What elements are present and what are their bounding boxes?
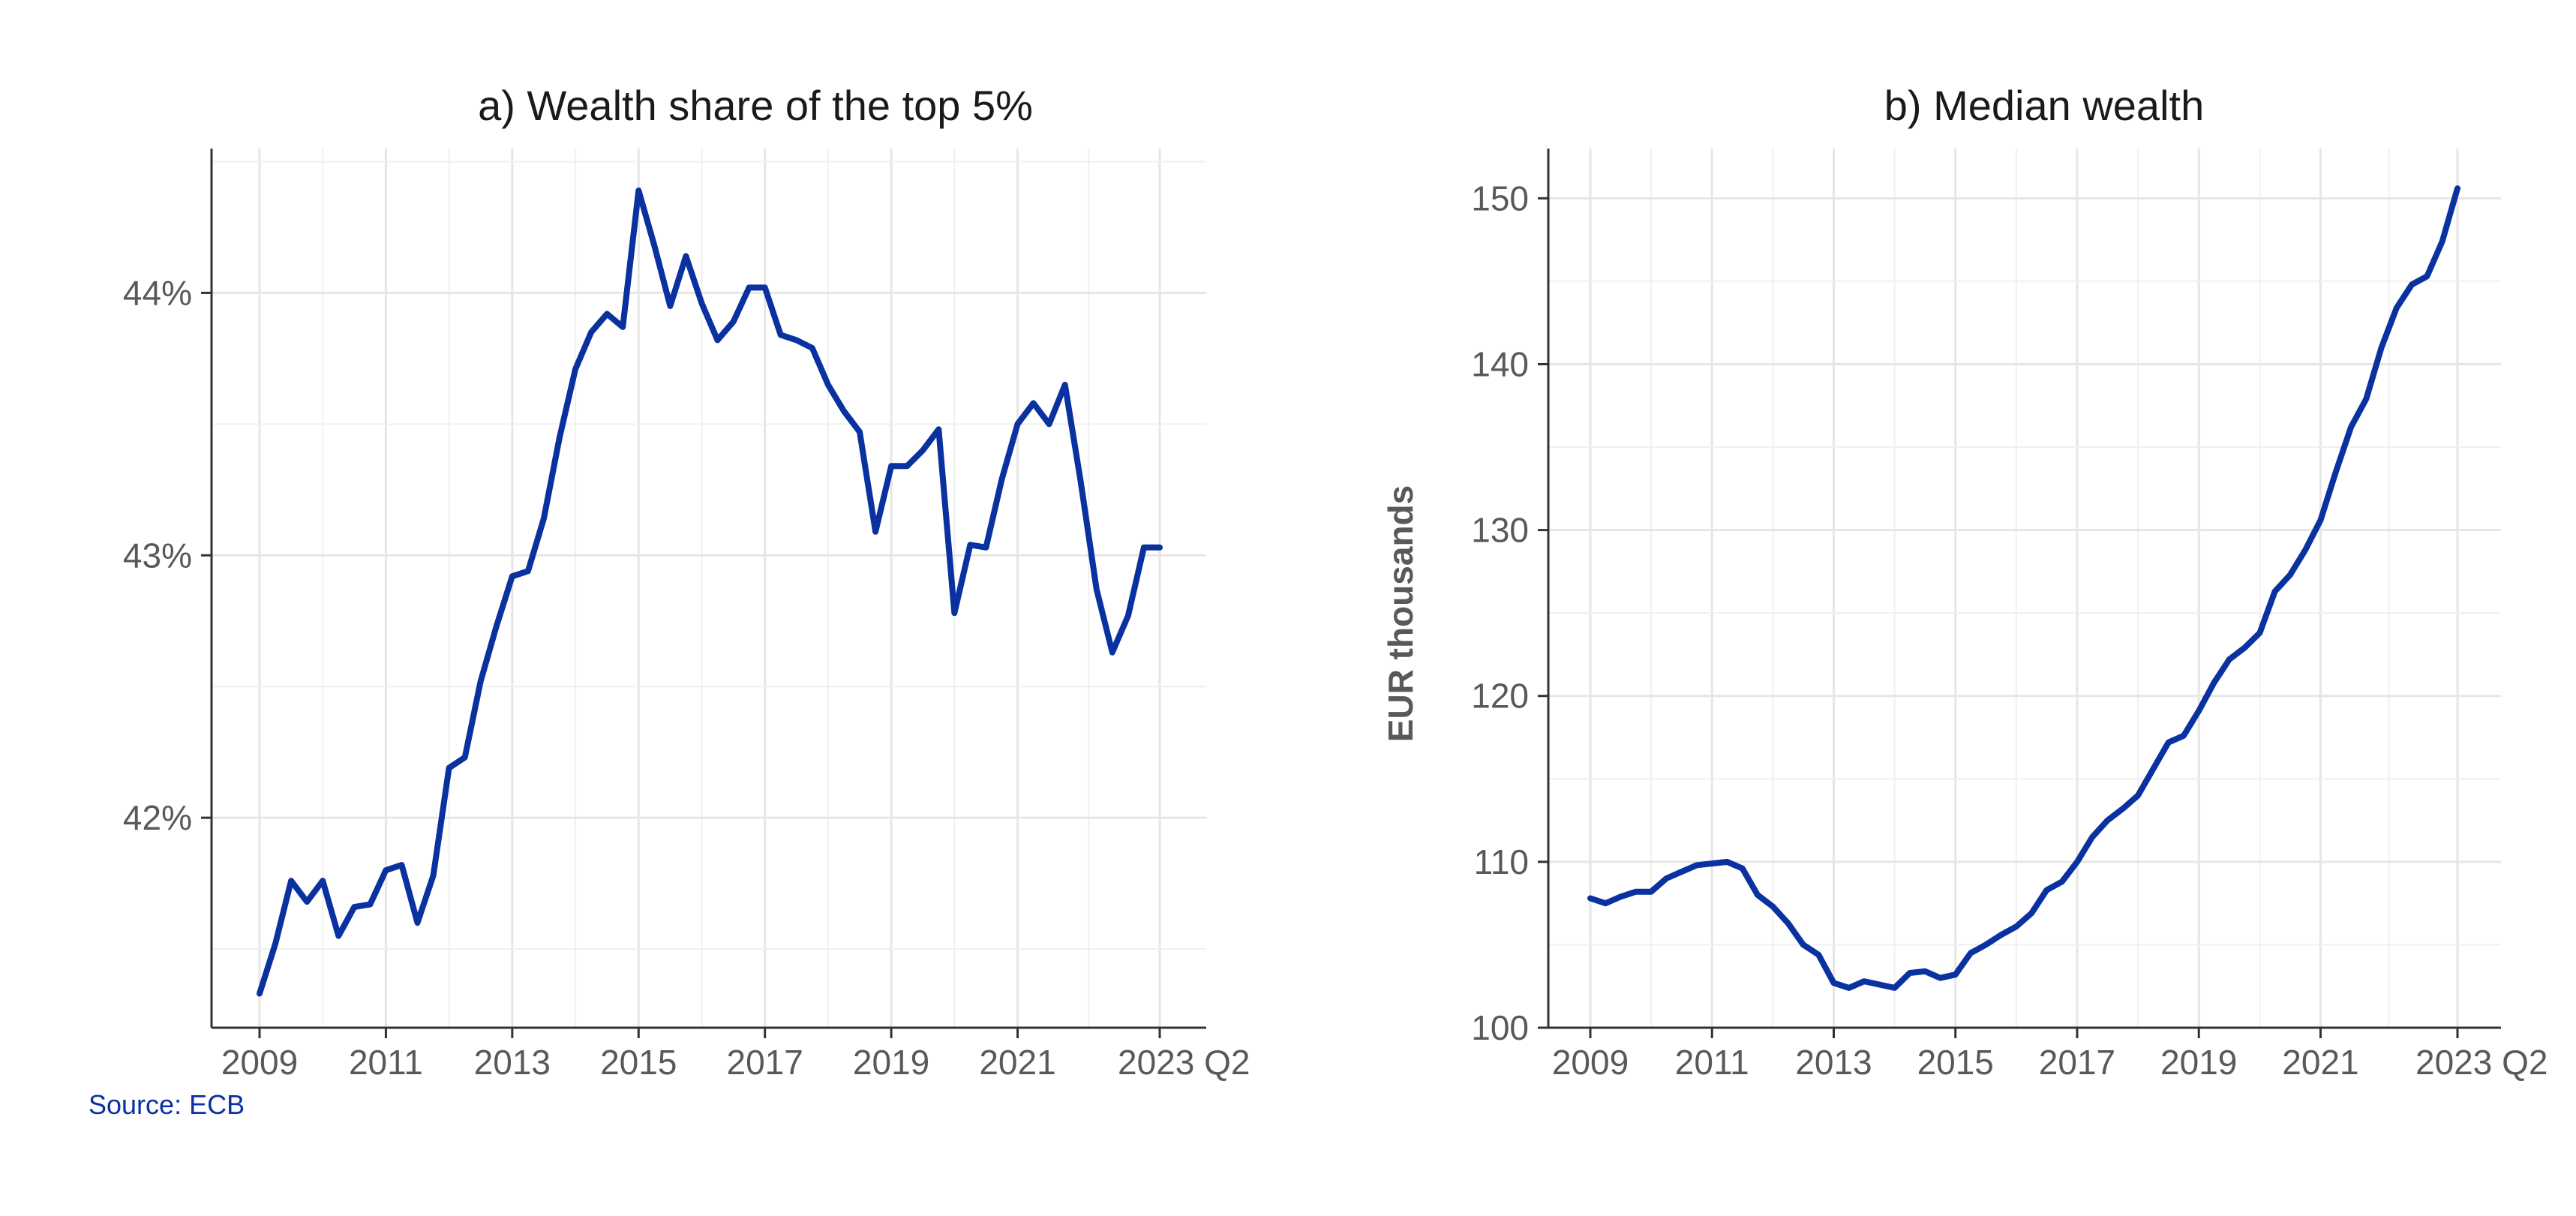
chart-b-x-tick-label: 2013: [1795, 1043, 1872, 1082]
chart-b-x-tick-label: 2021: [2282, 1043, 2358, 1082]
source-note: Source: ECB: [89, 1089, 245, 1120]
chart-b-y-tick-label: 110: [1474, 842, 1529, 881]
chart-b-axes: [1547, 149, 2501, 1029]
chart-a-x-tick-label: 2015: [600, 1043, 677, 1082]
chart-b-y-tick-label: 120: [1471, 677, 1529, 716]
chart-b-y-tick-label: 100: [1471, 1008, 1529, 1047]
chart-b-title: b) Median wealth: [1884, 82, 2204, 129]
chart-a-x-tick-label: 2013: [474, 1043, 551, 1082]
chart-a-x-tick-label: 2011: [349, 1043, 423, 1082]
chart-b-x-tick-label: 2009: [1552, 1043, 1629, 1082]
chart-a-x-tick-label: 2019: [853, 1043, 929, 1082]
chart-b-x-tick-label: 2011: [1675, 1043, 1749, 1082]
chart-a-y-ticks: 42% 43% 44%: [123, 273, 212, 837]
chart-b-grid: [1548, 149, 2501, 1029]
chart-a-y-tick-label: 42%: [123, 798, 192, 837]
chart-b-y-tick-label: 150: [1471, 179, 1529, 218]
chart-b-x-tick-label: 2017: [2039, 1043, 2115, 1082]
chart-b-x-tick-label: 2023 Q2: [2415, 1043, 2547, 1082]
chart-a-x-tick-label: 2021: [979, 1043, 1055, 1082]
chart-b-y-axis-label: EUR thousands: [1381, 485, 1420, 742]
chart-a-series-line: [257, 188, 1163, 997]
chart-a-axes: [210, 149, 1206, 1029]
chart-b-y-ticks: 100 110 120 130 140 150: [1471, 179, 1548, 1047]
chart-b-y-tick-label: 140: [1471, 344, 1529, 383]
chart-a-y-tick-label: 44%: [123, 273, 192, 312]
chart-a-x-tick-label: 2023 Q2: [1118, 1043, 1250, 1082]
chart-a-x-ticks: 2009 2011 2013 2015 2017 2019 2021 2023 Q2: [221, 1028, 1250, 1082]
chart-a-grid: [212, 149, 1206, 1028]
chart-panel-median-wealth: b) Median wealth EUR thousands 100 110 120…: [1381, 82, 2547, 1082]
chart-a-x-tick-label: 2009: [221, 1043, 298, 1082]
chart-b-series-line: [1587, 185, 2460, 991]
chart-b-x-ticks: 2009 2011 2013 2015 2017 2019 2021 2023 Q2: [1552, 1028, 2547, 1082]
chart-a-title: a) Wealth share of the top 5%: [478, 82, 1033, 129]
chart-a-line-layer: [257, 188, 1163, 997]
chart-a-y-tick-label: 43%: [123, 536, 192, 575]
chart-b-line-layer: [1587, 185, 2460, 991]
chart-b-x-tick-label: 2019: [2160, 1043, 2237, 1082]
chart-a-x-tick-label: 2017: [727, 1043, 803, 1082]
chart-b-y-tick-label: 130: [1471, 511, 1529, 550]
chart-panel-wealth-share: a) Wealth share of the top 5% 42%43%44% …: [123, 82, 1250, 1082]
chart-b-x-tick-label: 2015: [1917, 1043, 1994, 1082]
